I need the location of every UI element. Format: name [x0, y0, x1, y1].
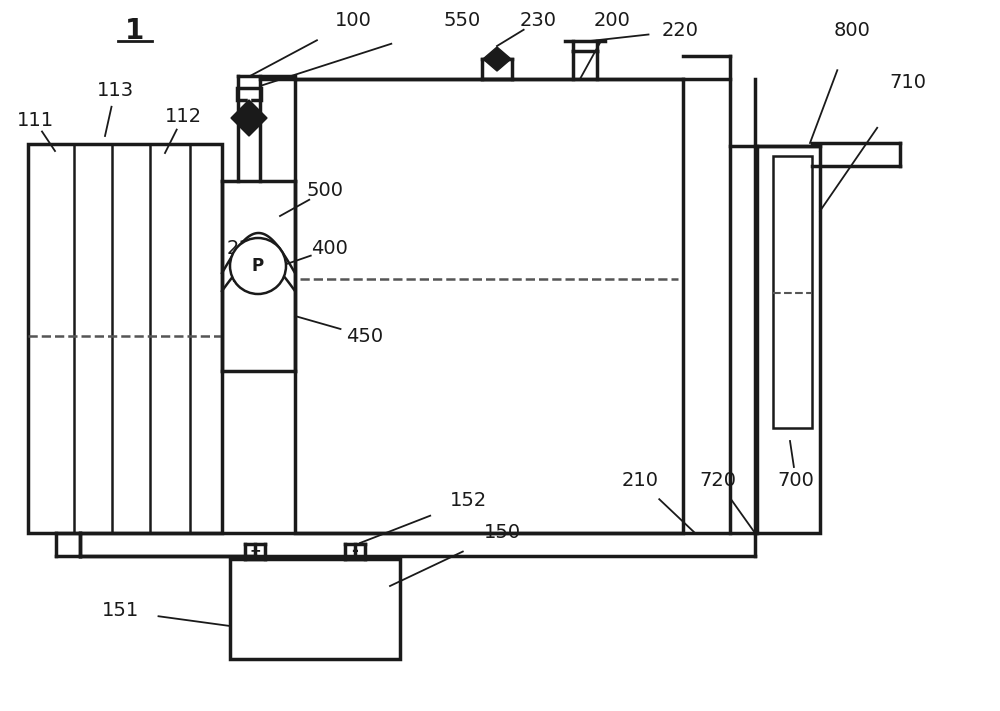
Polygon shape	[483, 47, 497, 71]
Text: +: +	[249, 544, 261, 558]
Bar	[295, 79, 683, 533]
Bar	[237, 88, 261, 100]
Text: 720: 720	[700, 471, 736, 491]
Polygon shape	[249, 100, 267, 136]
Text: 100: 100	[335, 11, 371, 31]
Circle shape	[230, 238, 286, 294]
Text: 152: 152	[449, 491, 487, 510]
Text: 550: 550	[443, 11, 481, 31]
Bar	[230, 559, 400, 659]
Text: 111: 111	[16, 112, 54, 131]
Text: -: -	[352, 542, 358, 560]
Text: 710: 710	[890, 73, 926, 92]
Text: 220: 220	[662, 21, 698, 41]
Text: P: P	[252, 257, 264, 275]
Text: 113: 113	[96, 82, 134, 100]
Text: 112: 112	[164, 107, 202, 127]
Polygon shape	[497, 47, 511, 71]
Text: 210: 210	[226, 240, 264, 259]
Text: 400: 400	[312, 240, 348, 259]
Text: 150: 150	[483, 523, 521, 542]
Bar	[757, 146, 820, 533]
Bar	[773, 156, 812, 428]
Text: 230: 230	[520, 11, 556, 31]
Bar	[28, 144, 222, 533]
Text: 500: 500	[306, 181, 344, 201]
Text: 450: 450	[346, 326, 384, 346]
Text: 200: 200	[594, 11, 630, 31]
Text: 800: 800	[834, 21, 870, 41]
Polygon shape	[231, 100, 249, 136]
Text: 700: 700	[778, 471, 814, 491]
Text: 210: 210	[622, 471, 658, 491]
Text: 151: 151	[101, 602, 139, 621]
Text: 1: 1	[125, 17, 145, 45]
